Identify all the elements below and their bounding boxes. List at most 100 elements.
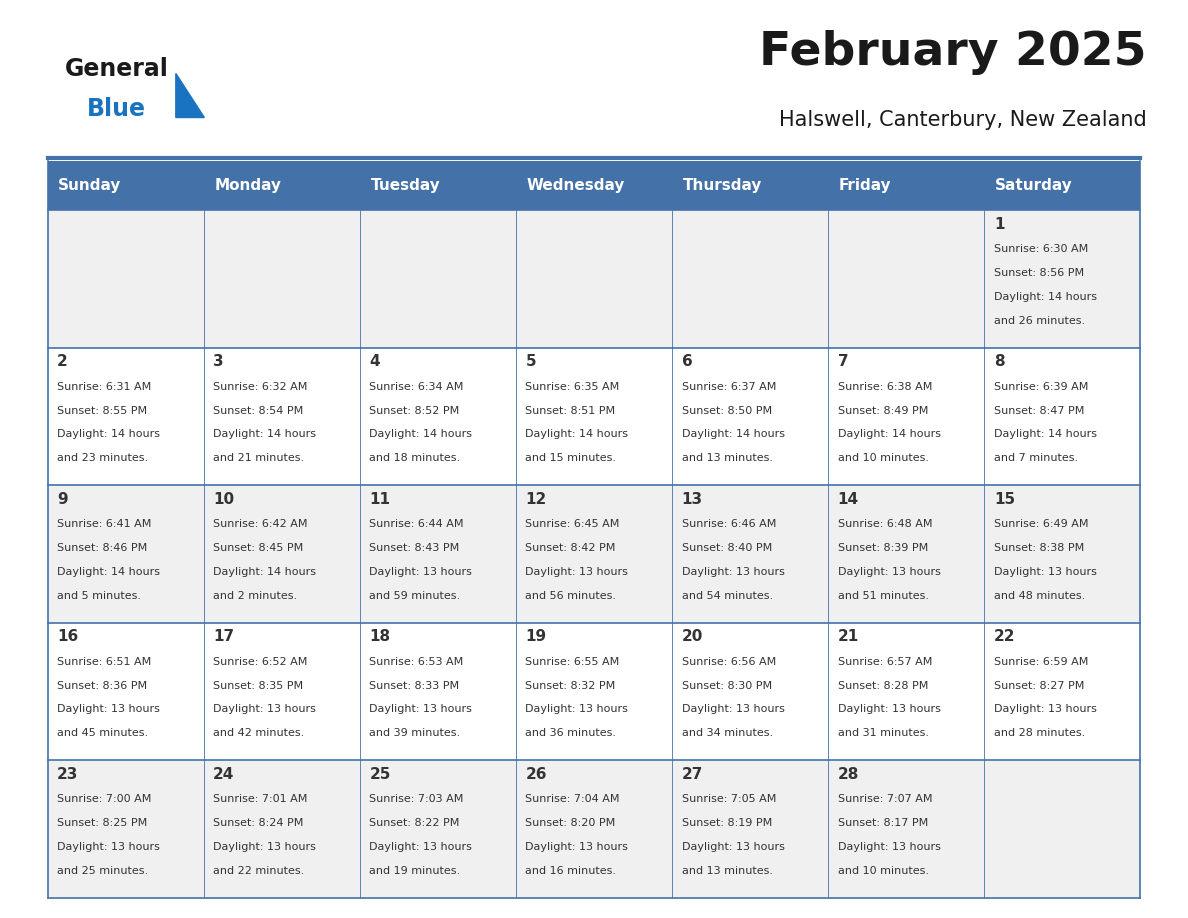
Text: and 28 minutes.: and 28 minutes.: [994, 728, 1085, 738]
Text: 14: 14: [838, 492, 859, 507]
Bar: [360, 622, 516, 760]
Bar: [985, 210, 1140, 348]
Text: Sunset: 8:36 PM: Sunset: 8:36 PM: [57, 680, 147, 690]
Text: Sunset: 8:47 PM: Sunset: 8:47 PM: [994, 406, 1085, 416]
Text: and 13 minutes.: and 13 minutes.: [682, 866, 772, 876]
Text: Sunset: 8:28 PM: Sunset: 8:28 PM: [838, 680, 928, 690]
Text: 12: 12: [525, 492, 546, 507]
Text: Daylight: 13 hours: Daylight: 13 hours: [682, 567, 784, 577]
Text: and 26 minutes.: and 26 minutes.: [994, 316, 1085, 326]
Text: and 25 minutes.: and 25 minutes.: [57, 866, 148, 876]
Text: Daylight: 13 hours: Daylight: 13 hours: [838, 704, 941, 714]
Text: Sunset: 8:55 PM: Sunset: 8:55 PM: [57, 406, 147, 416]
Text: Daylight: 14 hours: Daylight: 14 hours: [213, 567, 316, 577]
Bar: [48, 486, 203, 622]
Text: Tuesday: Tuesday: [371, 178, 441, 193]
Text: General: General: [65, 57, 169, 81]
Text: Daylight: 13 hours: Daylight: 13 hours: [838, 842, 941, 852]
Text: and 10 minutes.: and 10 minutes.: [838, 453, 929, 464]
Bar: [516, 622, 672, 760]
Text: Daylight: 13 hours: Daylight: 13 hours: [369, 842, 472, 852]
Text: 6: 6: [682, 354, 693, 369]
Bar: [360, 486, 516, 622]
Text: Sunrise: 6:46 AM: Sunrise: 6:46 AM: [682, 520, 776, 529]
Text: 1: 1: [994, 217, 1004, 231]
Bar: [203, 210, 360, 348]
Bar: [672, 760, 828, 898]
Bar: [48, 622, 203, 760]
Text: Sunrise: 6:48 AM: Sunrise: 6:48 AM: [838, 520, 933, 529]
Text: 7: 7: [838, 354, 848, 369]
Bar: [672, 622, 828, 760]
Bar: [672, 161, 828, 210]
Text: Sunrise: 6:49 AM: Sunrise: 6:49 AM: [994, 520, 1088, 529]
Text: Sunrise: 7:07 AM: Sunrise: 7:07 AM: [838, 794, 933, 804]
Text: Friday: Friday: [839, 178, 891, 193]
Bar: [48, 210, 203, 348]
Text: Sunset: 8:35 PM: Sunset: 8:35 PM: [213, 680, 303, 690]
Text: Sunrise: 6:53 AM: Sunrise: 6:53 AM: [369, 656, 463, 666]
Text: and 5 minutes.: and 5 minutes.: [57, 591, 141, 600]
Text: and 56 minutes.: and 56 minutes.: [525, 591, 617, 600]
Text: 28: 28: [838, 767, 859, 782]
Text: Sunset: 8:43 PM: Sunset: 8:43 PM: [369, 543, 460, 553]
Text: February 2025: February 2025: [759, 30, 1146, 75]
Text: Sunrise: 6:38 AM: Sunrise: 6:38 AM: [838, 382, 933, 392]
Text: Halswell, Canterbury, New Zealand: Halswell, Canterbury, New Zealand: [778, 110, 1146, 130]
Text: 25: 25: [369, 767, 391, 782]
Text: Sunrise: 6:55 AM: Sunrise: 6:55 AM: [525, 656, 620, 666]
Bar: [672, 486, 828, 622]
Bar: [985, 486, 1140, 622]
Bar: [203, 622, 360, 760]
Text: 2: 2: [57, 354, 68, 369]
Bar: [203, 161, 360, 210]
Text: Daylight: 14 hours: Daylight: 14 hours: [213, 430, 316, 440]
Text: Daylight: 13 hours: Daylight: 13 hours: [525, 842, 628, 852]
Text: Daylight: 13 hours: Daylight: 13 hours: [213, 704, 316, 714]
Text: 15: 15: [994, 492, 1015, 507]
Text: 20: 20: [682, 629, 703, 644]
Text: 22: 22: [994, 629, 1016, 644]
Text: Daylight: 14 hours: Daylight: 14 hours: [994, 292, 1097, 302]
Text: Sunset: 8:40 PM: Sunset: 8:40 PM: [682, 543, 772, 553]
Text: 11: 11: [369, 492, 391, 507]
Text: and 45 minutes.: and 45 minutes.: [57, 728, 148, 738]
Bar: [360, 210, 516, 348]
Bar: [672, 348, 828, 486]
Text: and 10 minutes.: and 10 minutes.: [838, 866, 929, 876]
Text: and 22 minutes.: and 22 minutes.: [213, 866, 304, 876]
Text: Sunset: 8:38 PM: Sunset: 8:38 PM: [994, 543, 1085, 553]
Text: Sunrise: 6:34 AM: Sunrise: 6:34 AM: [369, 382, 463, 392]
Text: Sunset: 8:30 PM: Sunset: 8:30 PM: [682, 680, 772, 690]
Bar: [672, 210, 828, 348]
Text: Sunset: 8:56 PM: Sunset: 8:56 PM: [994, 268, 1083, 278]
Text: Sunset: 8:49 PM: Sunset: 8:49 PM: [838, 406, 928, 416]
Bar: [985, 348, 1140, 486]
Text: Sunrise: 7:04 AM: Sunrise: 7:04 AM: [525, 794, 620, 804]
Text: Sunset: 8:39 PM: Sunset: 8:39 PM: [838, 543, 928, 553]
Bar: [985, 760, 1140, 898]
Bar: [985, 161, 1140, 210]
Bar: [516, 161, 672, 210]
Text: Daylight: 14 hours: Daylight: 14 hours: [57, 567, 160, 577]
Text: Sunrise: 6:35 AM: Sunrise: 6:35 AM: [525, 382, 620, 392]
Text: Sunrise: 7:03 AM: Sunrise: 7:03 AM: [369, 794, 463, 804]
Bar: [203, 348, 360, 486]
Bar: [828, 348, 985, 486]
Bar: [828, 760, 985, 898]
Text: 16: 16: [57, 629, 78, 644]
Text: Daylight: 14 hours: Daylight: 14 hours: [682, 430, 784, 440]
Polygon shape: [176, 73, 204, 118]
Text: 19: 19: [525, 629, 546, 644]
Text: Monday: Monday: [214, 178, 282, 193]
Text: Saturday: Saturday: [996, 178, 1073, 193]
Text: Sunday: Sunday: [58, 178, 121, 193]
Text: Sunrise: 6:56 AM: Sunrise: 6:56 AM: [682, 656, 776, 666]
Text: Daylight: 13 hours: Daylight: 13 hours: [994, 567, 1097, 577]
Text: Sunset: 8:22 PM: Sunset: 8:22 PM: [369, 818, 460, 828]
Text: Sunset: 8:42 PM: Sunset: 8:42 PM: [525, 543, 615, 553]
Text: and 23 minutes.: and 23 minutes.: [57, 453, 148, 464]
Text: and 42 minutes.: and 42 minutes.: [213, 728, 304, 738]
Text: Sunrise: 6:41 AM: Sunrise: 6:41 AM: [57, 520, 151, 529]
Text: 17: 17: [213, 629, 234, 644]
